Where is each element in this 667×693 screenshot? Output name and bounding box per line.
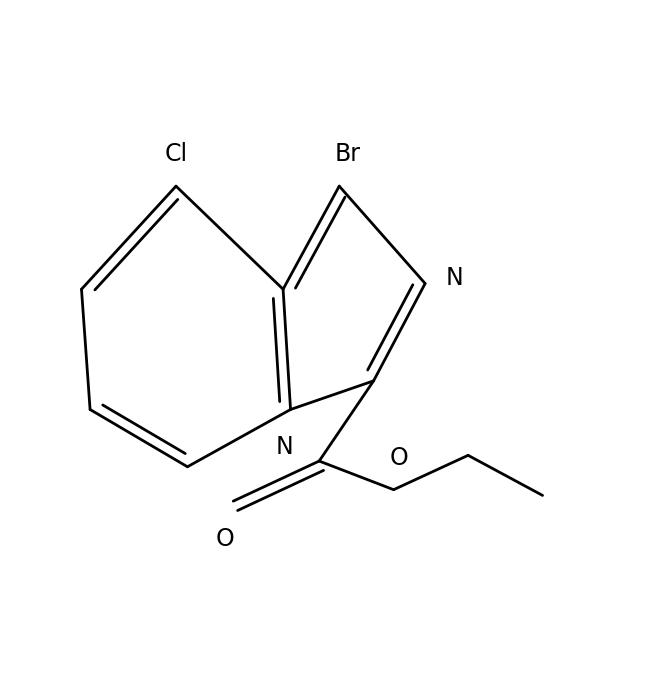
Text: O: O bbox=[390, 446, 409, 470]
Text: O: O bbox=[215, 527, 234, 551]
Text: Br: Br bbox=[335, 142, 361, 166]
Text: N: N bbox=[276, 435, 293, 459]
Text: Cl: Cl bbox=[165, 142, 187, 166]
Text: N: N bbox=[445, 266, 463, 290]
